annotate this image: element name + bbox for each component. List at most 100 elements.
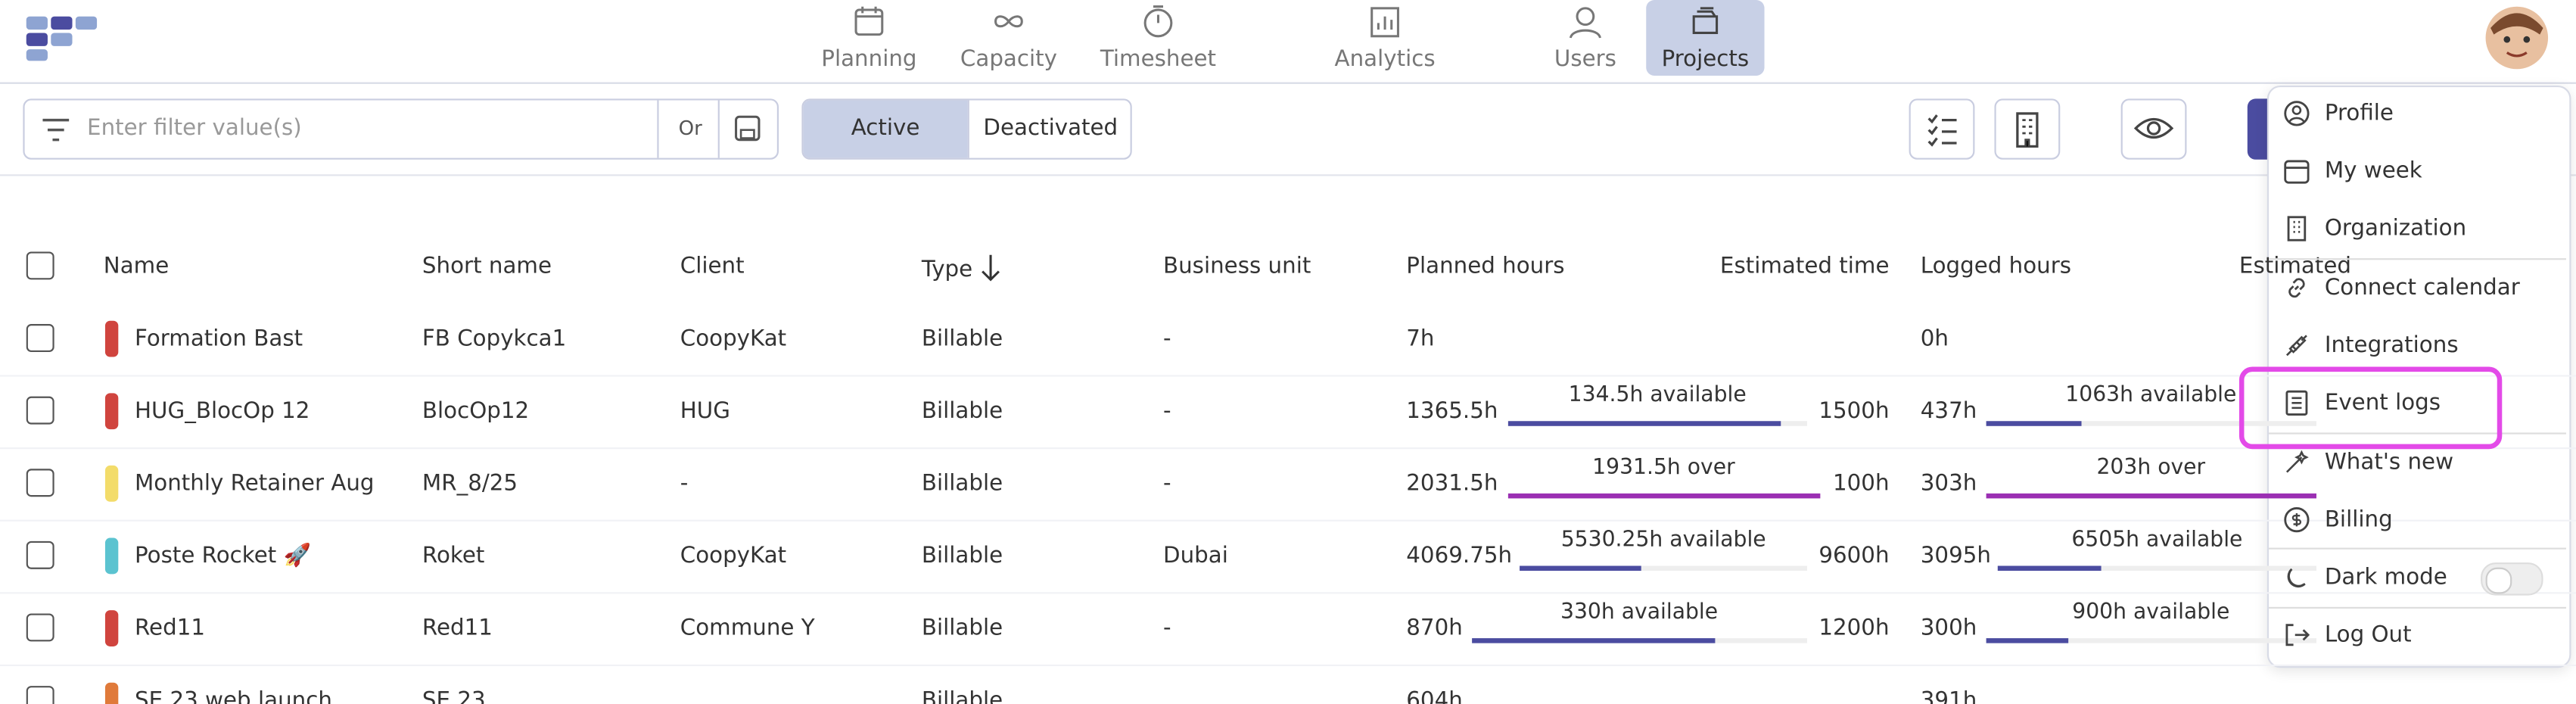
column-header[interactable]: Type: [922, 254, 1002, 283]
nav-item[interactable]: Planning: [795, 0, 943, 76]
bar-label: 5530.25h available: [1560, 528, 1766, 553]
bar-fill: [1507, 421, 1781, 426]
menu-item[interactable]: Profile: [2324, 100, 2394, 127]
menu-divider: [2269, 258, 2566, 260]
cell-name[interactable]: Formation Bast: [135, 326, 303, 353]
nav-item[interactable]: Analytics: [1311, 0, 1458, 76]
cell-planned: 2031.5h: [1406, 470, 1498, 497]
cell-name[interactable]: SE 23 web launch: [135, 687, 332, 704]
menu-item[interactable]: Log Out: [2324, 621, 2412, 649]
cell-name[interactable]: HUG_BlocOp 12: [135, 397, 310, 425]
menu-item[interactable]: Billing: [2324, 506, 2393, 534]
checkbox[interactable]: [26, 324, 54, 353]
cell-type: Billable: [921, 687, 1003, 704]
nav-item[interactable]: Capacity: [935, 0, 1082, 76]
cell-short-name: SE 23: [422, 687, 486, 704]
cell-name[interactable]: Red11: [135, 615, 205, 642]
menu-icon: [2284, 449, 2310, 475]
project-color: [104, 537, 119, 575]
cell-type: Billable: [921, 543, 1003, 569]
bar-fill: [1985, 493, 2316, 499]
menu-icon: [2284, 564, 2310, 590]
checkbox[interactable]: [26, 613, 54, 642]
highlight-box: [2238, 366, 2503, 450]
save-icon[interactable]: [734, 115, 761, 142]
cell-logged: 0h: [1920, 326, 1949, 353]
checkbox[interactable]: [26, 540, 54, 569]
menu-item[interactable]: Connect calendar: [2324, 274, 2520, 301]
filter-box[interactable]: Enter filter value(s) Or: [23, 98, 779, 160]
bar-fill: [1997, 565, 2101, 571]
cell-estimated: 1200h: [1818, 615, 1890, 642]
bar-label: 1931.5h over: [1592, 455, 1735, 481]
cell-short-name: Red11: [422, 615, 493, 642]
menu-icon: [2284, 390, 2310, 416]
menu-item[interactable]: Dark mode: [2324, 564, 2447, 591]
or-button[interactable]: Or: [678, 117, 702, 140]
menu-icon: [2284, 332, 2310, 359]
nav-label: Timesheet: [1100, 45, 1217, 73]
bar-fill: [1985, 421, 2083, 426]
cell-short-name: FB Copykca1: [422, 326, 567, 353]
nav-item[interactable]: Users: [1511, 0, 1659, 76]
checkbox[interactable]: [26, 251, 54, 280]
project-color: [104, 393, 119, 430]
nav-label: Projects: [1661, 45, 1750, 73]
tab[interactable]: Active: [803, 100, 968, 158]
checkbox[interactable]: [26, 469, 54, 497]
column-header[interactable]: Logged hours: [1920, 253, 2072, 280]
menu-icon: [2284, 158, 2310, 185]
view-button[interactable]: [2120, 98, 2187, 160]
menu-item[interactable]: Event logs: [2324, 389, 2441, 416]
menu-icon: [2284, 506, 2310, 533]
nav-item[interactable]: Timesheet: [1084, 0, 1232, 76]
cell-business-unit: Dubai: [1162, 543, 1228, 569]
menu-item[interactable]: Integrations: [2324, 332, 2459, 359]
menu-item[interactable]: My week: [2324, 157, 2422, 185]
menu-icon: [2284, 101, 2310, 127]
column-header[interactable]: Estimated: [2238, 253, 2351, 280]
column-header[interactable]: Planned hours: [1406, 253, 1565, 280]
menu-item[interactable]: Organization: [2324, 215, 2467, 242]
checklist-button[interactable]: [1909, 98, 1975, 160]
avatar[interactable]: [2484, 5, 2550, 71]
organization-button[interactable]: [1994, 98, 2061, 160]
checkbox[interactable]: [26, 396, 54, 425]
bar-label: 203h over: [2096, 455, 2206, 481]
cell-business-unit: -: [1162, 326, 1171, 353]
column-header[interactable]: Client: [680, 253, 745, 280]
bar-fill: [1985, 638, 2069, 643]
cell-name[interactable]: Monthly Retainer Aug: [135, 470, 375, 497]
project-color: [104, 682, 119, 704]
column-header[interactable]: Estimated time: [1719, 253, 1890, 280]
cell-type: Billable: [921, 470, 1003, 497]
bar-fill: [1520, 565, 1642, 571]
column-header[interactable]: Short name: [422, 253, 552, 280]
cell-planned: 1365.5h: [1406, 397, 1498, 425]
cell-client: -: [680, 470, 689, 497]
menu-divider: [2269, 547, 2566, 550]
column-header[interactable]: Name: [103, 253, 170, 280]
cell-name[interactable]: Poste Rocket 🚀: [135, 543, 312, 569]
bar-track: [1997, 565, 2316, 571]
cell-planned: 604h: [1406, 687, 1463, 704]
dark-mode-toggle[interactable]: [2481, 562, 2543, 596]
nav-item[interactable]: Projects: [1646, 0, 1765, 76]
row-divider: [0, 375, 2576, 377]
logo: [26, 16, 98, 61]
tab[interactable]: Deactivated: [983, 115, 1118, 142]
cell-logged: 300h: [1920, 615, 1977, 642]
checkbox[interactable]: [26, 686, 54, 704]
cell-type: Billable: [921, 397, 1003, 425]
bar-label: 330h available: [1560, 600, 1719, 625]
project-color: [104, 465, 119, 502]
cell-estimated: 1500h: [1818, 397, 1890, 425]
menu-item[interactable]: What's new: [2324, 449, 2454, 475]
menu-icon: [2284, 216, 2310, 242]
bar-label: 134.5h available: [1568, 383, 1747, 408]
column-header[interactable]: Business unit: [1162, 253, 1311, 280]
menu-icon: [2284, 621, 2310, 648]
menu-divider: [2269, 606, 2566, 609]
cell-business-unit: -: [1162, 397, 1171, 425]
